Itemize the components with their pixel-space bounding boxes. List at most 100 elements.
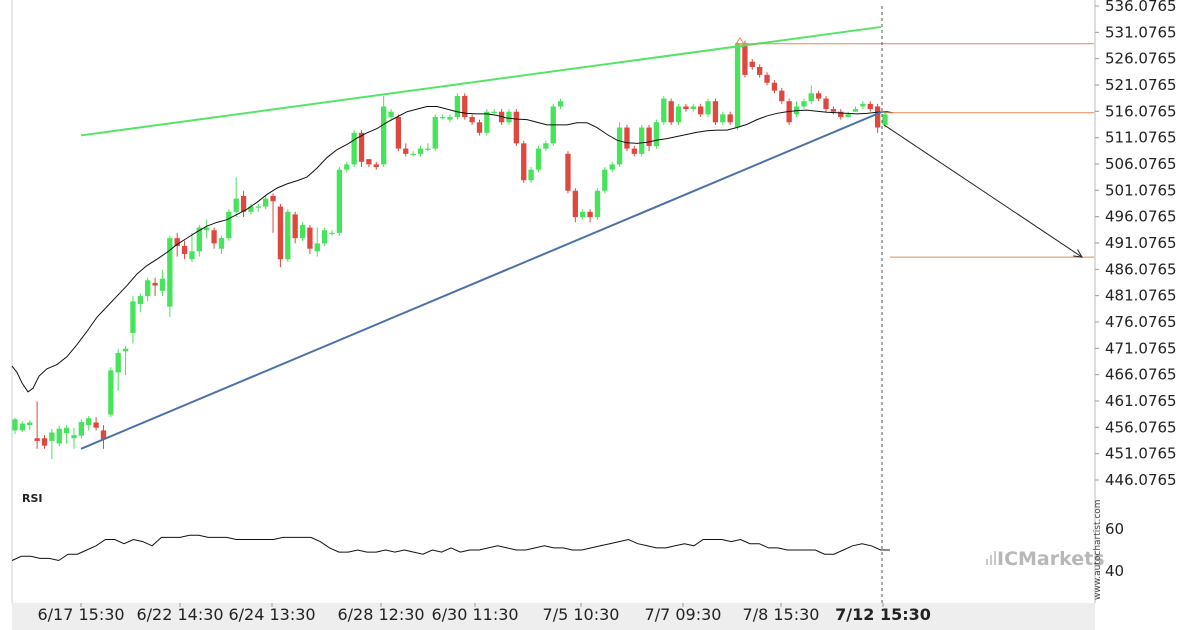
candle-body: [653, 122, 660, 146]
price-tick-label: 461.0765: [1105, 392, 1177, 410]
candle-body: [115, 352, 121, 373]
candle-body: [675, 106, 682, 123]
candle-body: [196, 227, 202, 252]
candle-body: [683, 106, 689, 110]
candle-body: [130, 301, 136, 333]
candle-body: [366, 159, 372, 165]
candle-body: [417, 148, 424, 154]
candle-body: [233, 198, 239, 212]
candle-body: [263, 198, 269, 207]
candle-body: [823, 98, 829, 110]
brand-logo-text: ICMarkets: [997, 548, 1105, 570]
candle-body: [49, 432, 55, 441]
price-tick-label: 481.0765: [1105, 287, 1177, 305]
candle-body: [690, 106, 696, 110]
candle-body: [336, 169, 343, 233]
candle-body: [403, 148, 409, 154]
candle-body: [720, 114, 726, 123]
candle-body: [270, 196, 276, 202]
candle-body: [314, 243, 320, 252]
x-tick-label: 6/28 12:30: [337, 605, 424, 624]
candle-body: [329, 232, 335, 235]
candle-body: [152, 282, 158, 286]
candle-body: [122, 348, 129, 352]
candle-body: [631, 148, 637, 154]
candle-body: [874, 106, 881, 128]
candle-body: [167, 238, 173, 307]
candle-body: [543, 143, 549, 149]
candle-body: [395, 117, 402, 149]
candle-body: [344, 164, 350, 170]
candle-body: [211, 230, 217, 244]
candle-body: [439, 117, 446, 119]
candle-body: [602, 169, 608, 191]
x-tick-label: 6/17 15:30: [37, 605, 124, 624]
candle-body: [801, 101, 807, 107]
price-axis: 536.0765 531.0765 526.0765 521.0765 516.0765…: [1095, 0, 1177, 580]
candle-body: [358, 132, 365, 162]
candle-body: [624, 127, 630, 149]
price-tick-label: 476.0765: [1105, 313, 1177, 331]
candle-body: [491, 111, 497, 113]
pattern-upper-line: [80, 25, 882, 137]
candle-body: [771, 82, 778, 91]
candle-body: [528, 169, 534, 181]
rsi-tick-label: 60: [1105, 520, 1124, 538]
candle-body: [867, 103, 873, 110]
moving-average-line: [11, 105, 894, 393]
candle-body: [852, 109, 859, 112]
candle-body: [757, 66, 763, 75]
candle-body: [373, 164, 379, 168]
candle-body: [86, 418, 92, 426]
candle-body: [380, 106, 387, 165]
candle-body: [484, 111, 490, 133]
candle-body: [565, 153, 571, 191]
candle-body: [307, 227, 313, 249]
candle-body: [19, 423, 26, 431]
x-tick-label: 7/5 10:30: [543, 605, 620, 624]
candle-body: [204, 227, 210, 231]
price-tick-label: 486.0765: [1105, 260, 1177, 278]
candle-body: [93, 422, 99, 428]
price-tick-label: 536.0765: [1105, 0, 1177, 15]
price-tick-label: 521.0765: [1105, 76, 1177, 94]
candle-body: [145, 280, 151, 297]
candle-body: [764, 74, 770, 83]
candle-body: [218, 238, 225, 249]
candle-body: [277, 206, 284, 260]
logo-bar-icon: [986, 559, 988, 565]
candle-body: [749, 61, 755, 67]
candle-body: [27, 422, 33, 426]
candle-body: [705, 101, 711, 115]
rsi-tick-label: 40: [1105, 562, 1124, 580]
candle-body: [41, 438, 48, 446]
price-tick-label: 471.0765: [1105, 339, 1177, 357]
x-axis: 6/17 15:30 6/22 14:30 6/24 13:30 6/28 12:30…: [12, 603, 1095, 630]
price-tick-label: 456.0765: [1105, 418, 1177, 436]
candle-body: [388, 111, 394, 118]
price-tick-label: 446.0765: [1105, 471, 1177, 489]
price-tick-label: 466.0765: [1105, 366, 1177, 384]
candle-body: [815, 93, 822, 99]
x-tick-label: 6/30 11:30: [431, 605, 518, 624]
candle-body: [469, 117, 475, 123]
candle-body: [410, 153, 416, 156]
rsi-line: [11, 534, 890, 562]
price-tick-label: 506.0765: [1105, 155, 1177, 173]
candle-body: [616, 127, 623, 165]
candle-body: [454, 95, 461, 118]
candle-body: [572, 190, 578, 218]
candle-body: [462, 95, 468, 118]
candle-body: [181, 246, 188, 254]
candle-body: [108, 370, 114, 415]
candle-body: [12, 419, 18, 431]
candle-body: [285, 211, 291, 260]
candle-body: [661, 98, 667, 123]
candle-body: [712, 101, 719, 123]
candle-body: [506, 111, 512, 123]
candle-body: [587, 211, 593, 218]
candle-body: [882, 114, 888, 125]
candle-body: [646, 127, 652, 146]
candle-body: [137, 296, 143, 304]
